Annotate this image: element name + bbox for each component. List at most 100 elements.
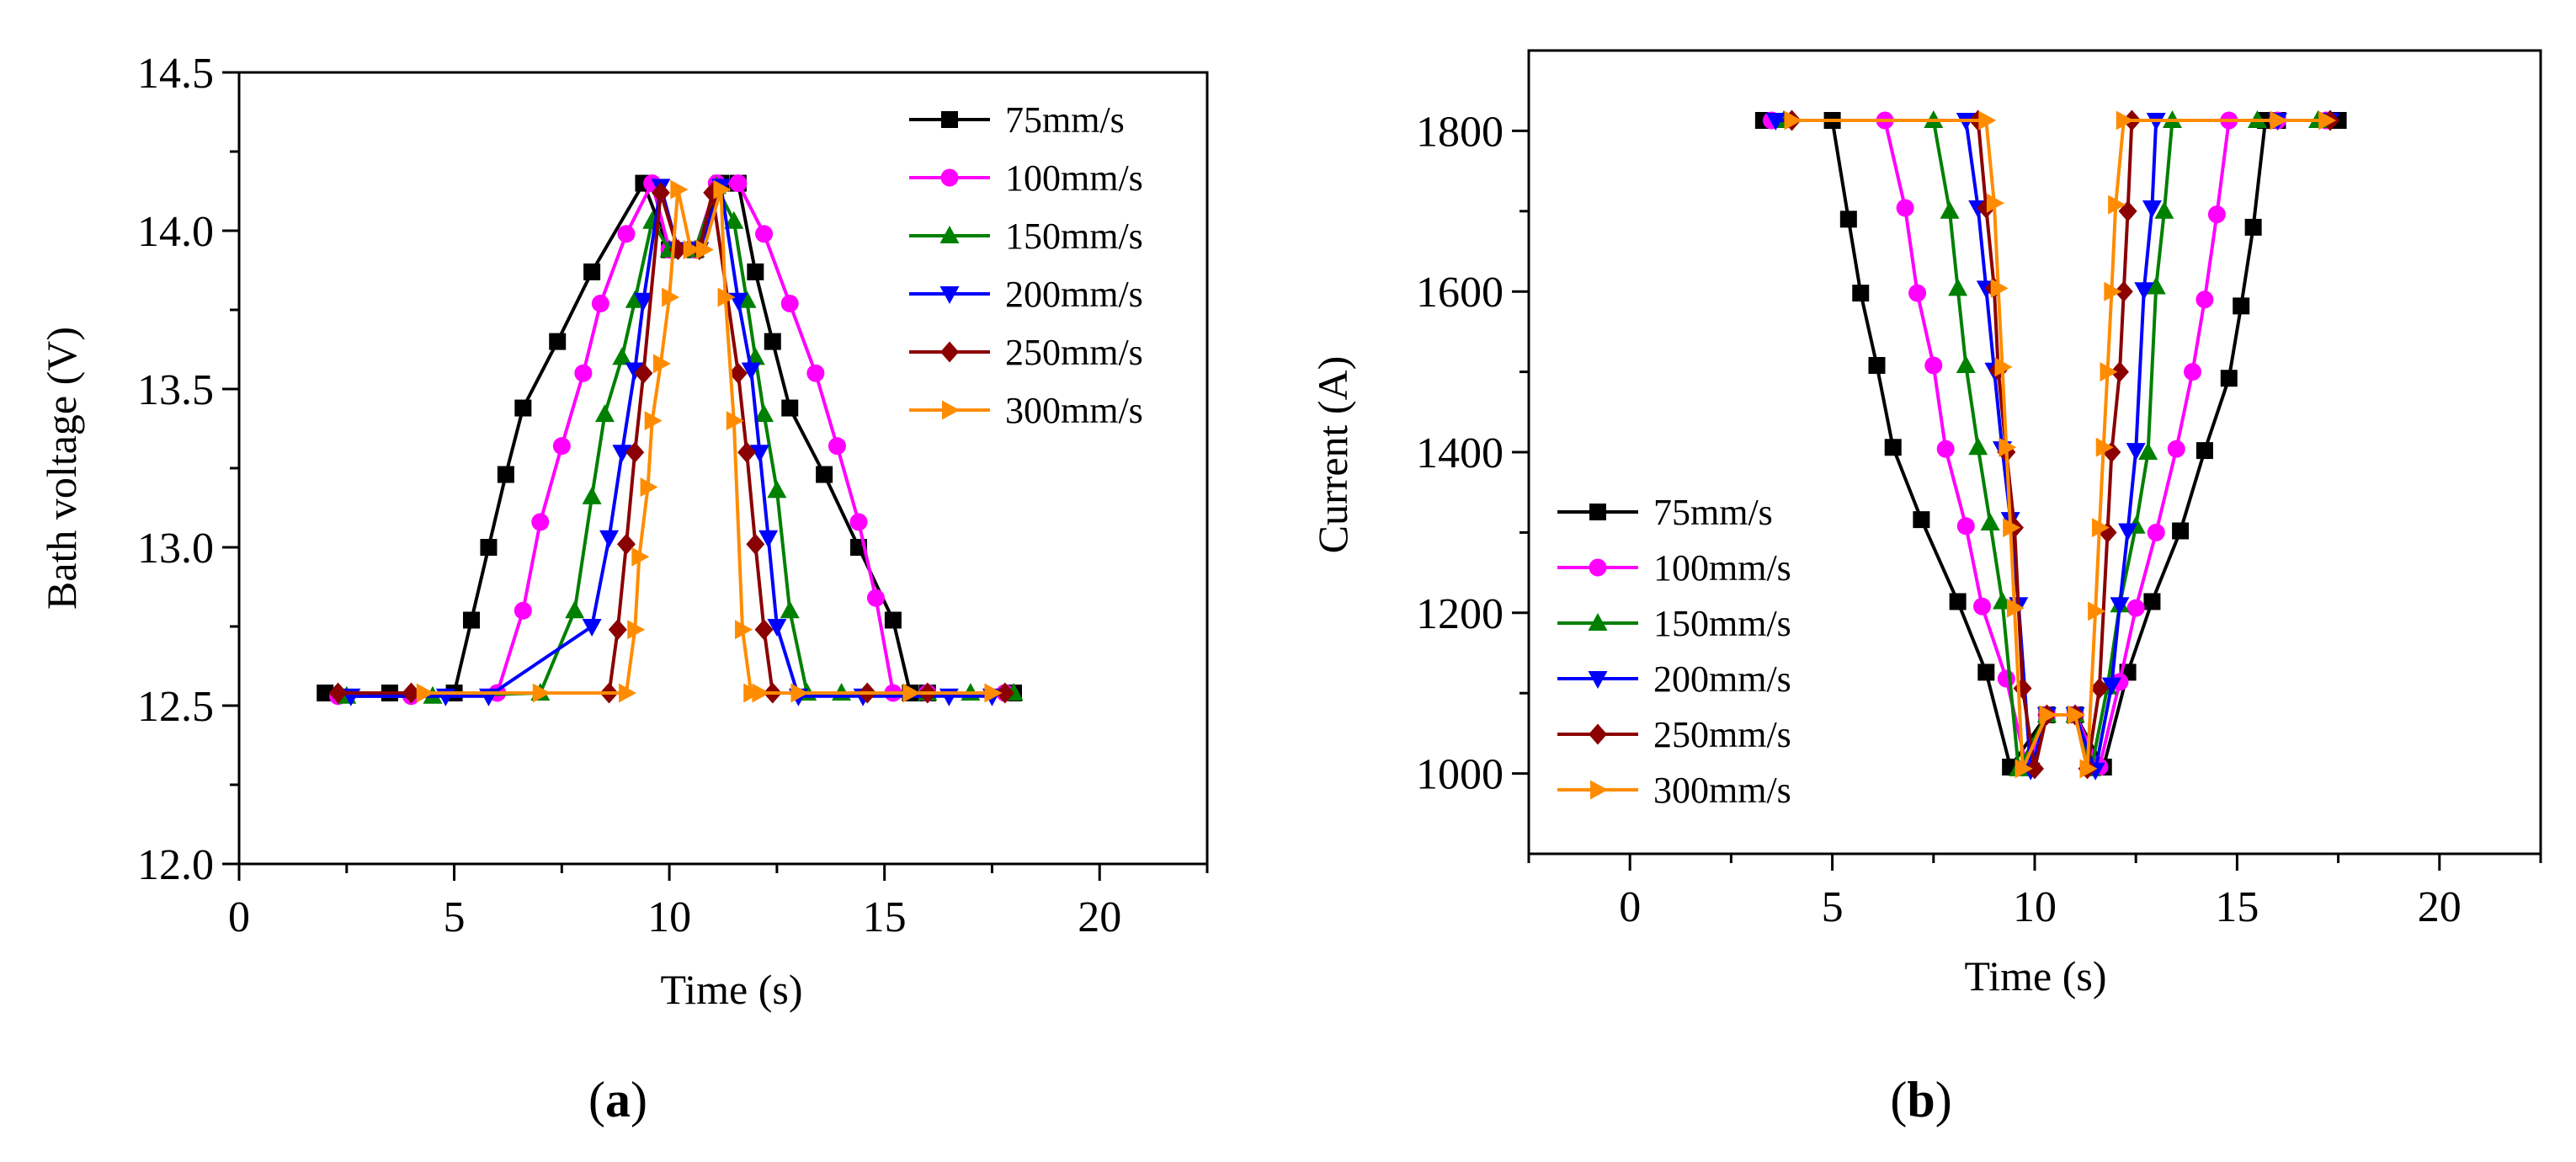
x-tick-label: 0: [1619, 883, 1641, 931]
y-tick-label: 14.0: [137, 208, 214, 256]
data-point-marker: [940, 168, 959, 187]
data-point-marker: [582, 619, 602, 637]
y-tick-label: 13.0: [137, 525, 214, 573]
data-point-marker: [790, 683, 809, 703]
data-point-marker: [2091, 518, 2110, 538]
data-point-marker: [625, 441, 645, 463]
data-point-marker: [754, 619, 774, 641]
legend-label: 300mm/s: [1005, 390, 1143, 431]
data-point-marker: [724, 211, 744, 229]
data-point-marker: [619, 683, 636, 703]
x-tick-label: 5: [1822, 883, 1844, 931]
data-point-marker: [514, 399, 532, 417]
data-point-marker: [752, 683, 770, 703]
data-point-marker: [2207, 205, 2226, 224]
series-group: [1754, 109, 2347, 781]
x-tick-label: 15: [2215, 883, 2259, 931]
data-point-marker: [683, 240, 701, 260]
data-point-marker: [995, 682, 1014, 704]
x-axis-title: Time (s): [660, 966, 802, 1013]
data-point-marker: [1896, 199, 1914, 217]
data-point-marker: [939, 226, 960, 243]
data-point-marker: [747, 263, 764, 280]
data-point-marker: [2104, 281, 2122, 301]
data-point-marker: [1997, 669, 2015, 688]
legend-item: 150mm/s: [909, 216, 1143, 257]
panel-label: (b): [1890, 1072, 1951, 1127]
data-point-marker: [1956, 517, 1975, 536]
data-point-marker: [631, 546, 650, 567]
series-75mm-s: [1754, 111, 2347, 776]
series-line: [325, 181, 1014, 695]
x-tick-label: 0: [228, 893, 250, 941]
legend-label: 150mm/s: [1653, 603, 1791, 644]
data-point-marker: [2013, 677, 2032, 699]
data-point-marker: [416, 683, 434, 703]
data-point-marker: [1589, 723, 1607, 745]
data-point-marker: [749, 445, 769, 463]
data-point-marker: [583, 263, 601, 280]
legend-item: 250mm/s: [1557, 714, 1791, 755]
x-tick-label: 20: [1078, 893, 1121, 941]
data-point-marker: [640, 477, 658, 498]
data-point-marker: [939, 286, 960, 304]
panel-label: (a): [588, 1072, 647, 1127]
data-point-marker: [549, 333, 567, 350]
data-point-marker: [599, 530, 620, 548]
data-point-marker: [1588, 613, 1608, 631]
data-point-marker: [2088, 601, 2106, 621]
series-150mm-s: [1774, 109, 2329, 776]
data-point-marker: [941, 111, 958, 128]
y-tick-label: 14.5: [137, 50, 214, 98]
data-point-marker: [729, 174, 748, 193]
y-tick-label: 1000: [1416, 751, 1504, 799]
data-point-marker: [1924, 356, 1943, 375]
legend-item: 200mm/s: [1557, 658, 1791, 700]
data-point-marker: [531, 513, 550, 531]
data-point-marker: [2068, 705, 2086, 725]
legend-label: 250mm/s: [1005, 332, 1143, 373]
data-point-marker: [2108, 195, 2126, 215]
data-point-marker: [884, 611, 902, 629]
data-point-marker: [627, 620, 646, 640]
data-point-marker: [984, 683, 1003, 703]
data-point-marker: [670, 179, 689, 200]
data-point-marker: [717, 287, 736, 307]
data-point-marker: [1994, 357, 2013, 377]
series-group: [317, 174, 1024, 706]
data-point-marker: [1986, 193, 2004, 213]
data-point-marker: [2167, 440, 2185, 458]
y-tick-label: 1800: [1416, 108, 1504, 156]
data-point-marker: [741, 362, 761, 381]
series-line: [1775, 119, 2330, 772]
data-point-marker: [2142, 200, 2162, 218]
data-point-marker: [2146, 276, 2166, 295]
data-point-marker: [940, 341, 959, 363]
x-axis-title: Time (s): [1964, 952, 2106, 999]
tick-labels: 0 5 10 15 20 12.0 12.5 13.0 13.5 14.0 14.5: [137, 50, 1121, 941]
legend-item: 100mm/s: [909, 157, 1143, 199]
tick-marks: [222, 71, 1209, 881]
legend-label: 200mm/s: [1005, 274, 1143, 315]
data-point-marker: [2143, 593, 2161, 610]
data-point-marker: [1852, 285, 1870, 302]
data-point-marker: [2184, 363, 2202, 381]
data-point-marker: [565, 600, 585, 619]
data-point-marker: [644, 411, 663, 431]
data-point-marker: [1990, 278, 2009, 298]
series-line: [1783, 119, 2318, 770]
legend-item: 300mm/s: [909, 390, 1143, 431]
data-point-marker: [2118, 523, 2138, 541]
legend-item: 200mm/s: [909, 274, 1143, 315]
data-point-marker: [754, 404, 774, 423]
data-point-marker: [755, 225, 774, 243]
data-point-marker: [1977, 664, 1995, 681]
data-point-marker: [2014, 759, 2033, 779]
data-point-marker: [1949, 593, 1967, 610]
y-tick-label: 12.0: [137, 841, 214, 889]
data-point-marker: [2134, 282, 2154, 301]
data-point-marker: [780, 600, 800, 619]
data-point-marker: [780, 294, 799, 312]
legend-label: 75mm/s: [1653, 492, 1773, 533]
